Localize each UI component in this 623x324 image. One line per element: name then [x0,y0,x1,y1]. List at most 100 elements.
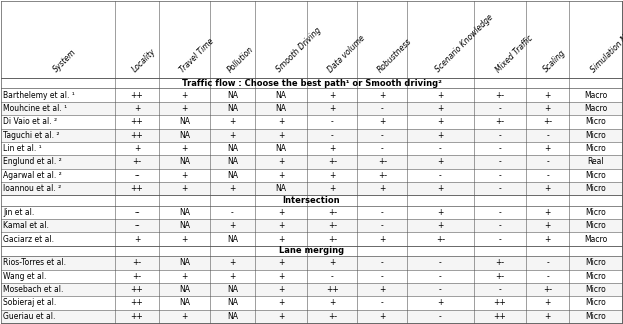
Text: +: + [229,131,235,140]
Bar [1,283,622,296]
Text: Simulation Model: Simulation Model [589,21,623,74]
Text: +: + [181,235,188,244]
Text: +: + [229,272,235,281]
Text: +: + [278,312,284,321]
Text: Micro: Micro [585,131,606,140]
Bar [1,169,622,182]
Text: +: + [330,104,336,113]
Text: NA: NA [179,285,190,294]
Text: +: + [437,184,444,193]
Text: +-: +- [378,157,387,167]
Text: +: + [330,298,336,307]
Text: -: - [381,144,384,153]
Text: +: + [379,312,386,321]
Text: +: + [379,184,386,193]
Text: Micro: Micro [585,221,606,230]
Text: Wang et al.: Wang et al. [3,272,46,281]
Text: NA: NA [179,221,190,230]
Text: Mosebach et al.: Mosebach et al. [3,285,64,294]
Text: +: + [437,91,444,100]
Bar [1,88,622,102]
Text: +: + [437,131,444,140]
Text: Locality: Locality [131,47,158,74]
Text: +: + [278,157,284,167]
Text: Smooth Driving: Smooth Driving [275,26,323,74]
Text: +: + [379,117,386,126]
Text: NA: NA [227,171,238,180]
Text: -: - [381,104,384,113]
Text: +: + [545,221,551,230]
Text: Macro: Macro [584,91,607,100]
Text: +: + [229,117,235,126]
Text: Sobieraj et al.: Sobieraj et al. [3,298,56,307]
Text: NA: NA [227,235,238,244]
Text: NA: NA [227,285,238,294]
Text: +: + [330,171,336,180]
Text: Traffic flow : Choose the best path¹ or Smooth driving²: Traffic flow : Choose the best path¹ or … [181,79,442,88]
Text: +: + [437,208,444,217]
Text: +: + [437,157,444,167]
Text: Scaling: Scaling [541,48,568,74]
Text: -: - [381,298,384,307]
Text: -: - [439,171,442,180]
Text: +: + [229,184,235,193]
Text: +: + [379,285,386,294]
Bar [1,142,622,155]
Text: ++: ++ [131,91,143,100]
Text: NA: NA [227,312,238,321]
Text: Barthelemy et al. ¹: Barthelemy et al. ¹ [3,91,75,100]
Text: -: - [498,285,502,294]
Text: NA: NA [179,117,190,126]
Text: Englund et al. ²: Englund et al. ² [3,157,62,167]
Text: --: -- [134,171,140,180]
Text: -: - [439,272,442,281]
Bar [1,310,622,323]
Text: Mouhcine et al. ¹: Mouhcine et al. ¹ [3,104,67,113]
Text: +: + [545,208,551,217]
Text: NA: NA [179,208,190,217]
Bar [1,78,622,88]
Text: ++: ++ [493,298,506,307]
Text: +: + [278,117,284,126]
Bar [1,270,622,283]
Text: Intersection: Intersection [283,196,340,205]
Text: Micro: Micro [585,184,606,193]
Text: Micro: Micro [585,285,606,294]
Text: -: - [331,272,334,281]
Text: Taguchi et al. ²: Taguchi et al. ² [3,131,60,140]
Text: -: - [498,171,502,180]
Text: +: + [278,235,284,244]
Text: Mixed Traffic: Mixed Traffic [493,33,535,74]
Text: --: -- [134,208,140,217]
Text: Di Vaio et al. ²: Di Vaio et al. ² [3,117,57,126]
Text: +: + [181,91,188,100]
Text: -: - [498,208,502,217]
Text: ++: ++ [326,285,339,294]
Text: +-: +- [133,272,141,281]
Text: NA: NA [227,104,238,113]
Text: +-: +- [328,235,337,244]
Text: +: + [134,104,140,113]
Text: NA: NA [275,184,287,193]
Bar [1,246,622,256]
Bar [1,182,622,195]
Bar [1,195,622,206]
Text: +: + [545,184,551,193]
Text: +: + [437,117,444,126]
Text: +: + [545,104,551,113]
Text: Lane merging: Lane merging [279,247,344,256]
Text: +-: +- [543,285,553,294]
Text: -: - [498,157,502,167]
Text: +: + [379,91,386,100]
Text: -: - [381,272,384,281]
Text: NA: NA [227,91,238,100]
Text: NA: NA [179,157,190,167]
Text: NA: NA [227,298,238,307]
Bar [1,115,622,129]
Text: +-: +- [328,221,337,230]
Text: Micro: Micro [585,144,606,153]
Text: -: - [331,131,334,140]
Text: +: + [181,104,188,113]
Text: +-: +- [495,91,505,100]
Text: Micro: Micro [585,312,606,321]
